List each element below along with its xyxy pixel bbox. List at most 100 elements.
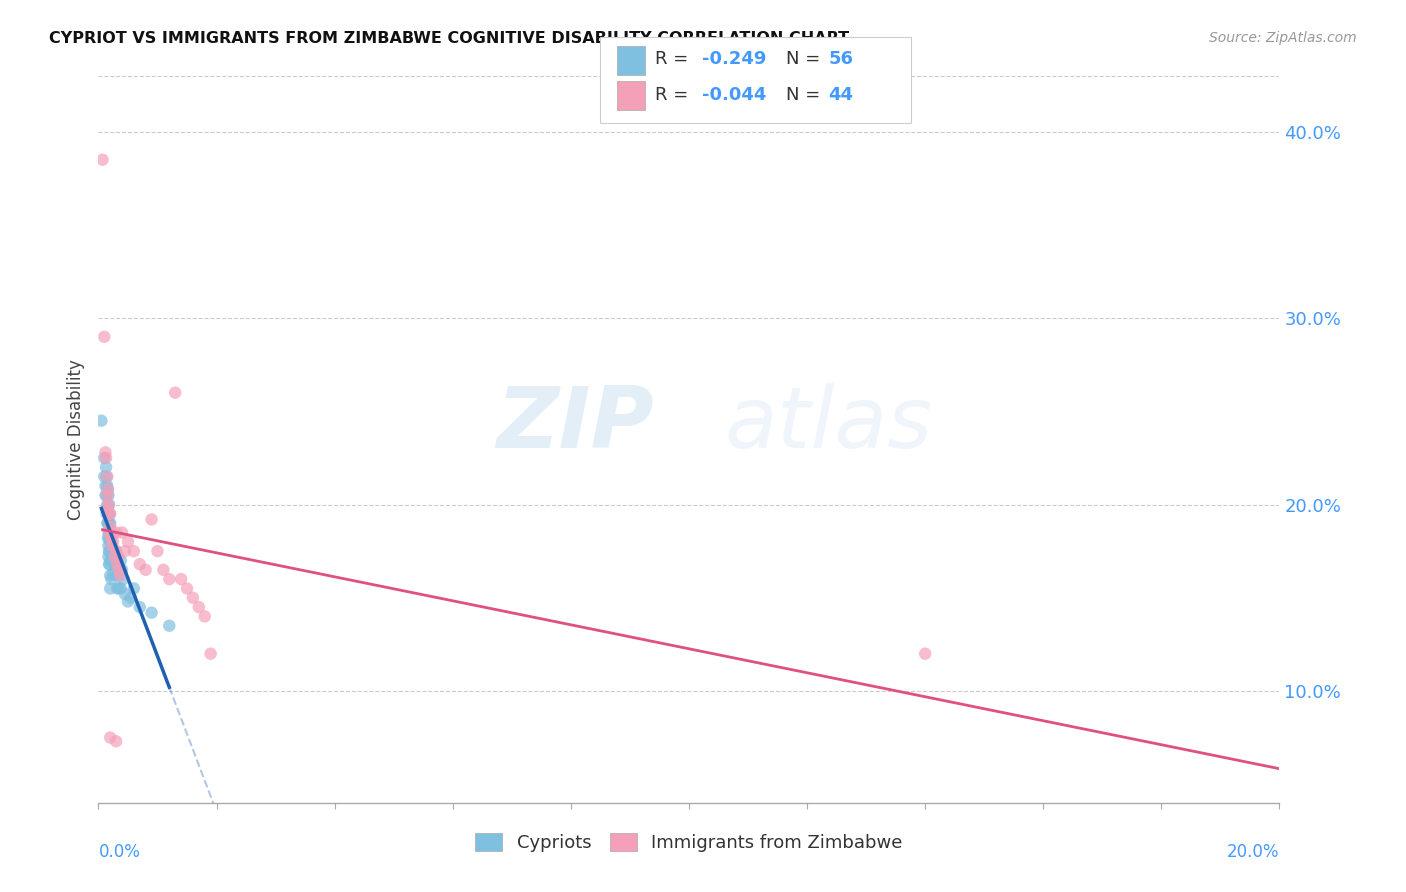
Point	[98, 516, 121, 531]
Point	[105, 734, 128, 748]
Point	[100, 553, 122, 567]
Point	[98, 544, 121, 558]
Point	[117, 534, 139, 549]
Point	[101, 525, 124, 540]
Text: Source: ZipAtlas.com: Source: ZipAtlas.com	[1209, 31, 1357, 45]
Point	[105, 558, 128, 572]
Point	[111, 563, 134, 577]
Text: ZIP: ZIP	[496, 384, 654, 467]
Point	[96, 488, 118, 502]
Text: N =: N =	[786, 50, 825, 68]
Point	[194, 609, 217, 624]
Point	[105, 525, 128, 540]
Point	[103, 549, 125, 564]
Point	[165, 385, 187, 400]
Point	[98, 525, 121, 540]
Point	[98, 520, 121, 534]
Point	[187, 600, 209, 615]
Point	[105, 582, 128, 596]
Point	[93, 450, 115, 465]
Point	[157, 618, 180, 632]
Legend: Cypriots, Immigrants from Zimbabwe: Cypriots, Immigrants from Zimbabwe	[468, 825, 910, 859]
Point	[112, 572, 135, 586]
Point	[152, 563, 174, 577]
Point	[98, 582, 121, 596]
Point	[98, 507, 121, 521]
Point	[120, 591, 142, 605]
Text: N =: N =	[786, 86, 825, 103]
Point	[114, 544, 136, 558]
Point	[103, 534, 125, 549]
Point	[914, 647, 936, 661]
Point	[98, 507, 121, 521]
Point	[97, 483, 120, 497]
Point	[98, 544, 121, 558]
Point	[93, 330, 115, 344]
Point	[96, 469, 118, 483]
Point	[97, 501, 120, 516]
Point	[98, 516, 121, 531]
Point	[97, 539, 120, 553]
Point	[176, 582, 198, 596]
Point	[105, 544, 128, 558]
Point	[170, 572, 193, 586]
Text: R =: R =	[655, 50, 695, 68]
Point	[128, 600, 150, 615]
Point	[98, 525, 121, 540]
Point	[110, 568, 132, 582]
Point	[105, 544, 128, 558]
Point	[96, 479, 118, 493]
Point	[96, 516, 118, 531]
Point	[128, 558, 150, 572]
Point	[98, 731, 121, 745]
Point	[98, 498, 121, 512]
Point	[98, 558, 121, 572]
Point	[96, 488, 118, 502]
Point	[97, 501, 120, 516]
Point	[94, 460, 117, 475]
Point	[122, 582, 145, 596]
Point	[98, 507, 121, 521]
Point	[97, 525, 120, 540]
Point	[181, 591, 204, 605]
Point	[94, 445, 117, 459]
Point	[94, 450, 117, 465]
Point	[97, 498, 120, 512]
Point	[96, 469, 118, 483]
Point	[98, 558, 121, 572]
Point	[103, 566, 125, 581]
Point	[108, 563, 131, 577]
Point	[98, 568, 121, 582]
Point	[98, 553, 121, 567]
Point	[117, 594, 139, 608]
Point	[104, 558, 127, 572]
Point	[141, 606, 163, 620]
Point	[91, 153, 114, 167]
Point	[100, 534, 122, 549]
Point	[98, 531, 121, 545]
Point	[135, 563, 157, 577]
Point	[100, 572, 122, 586]
Point	[90, 414, 112, 428]
Point	[110, 553, 132, 567]
Point	[200, 647, 222, 661]
Point	[141, 512, 163, 526]
Point	[96, 498, 118, 512]
Y-axis label: Cognitive Disability: Cognitive Disability	[66, 359, 84, 520]
Point	[97, 483, 120, 497]
Point	[114, 587, 136, 601]
Text: 44: 44	[828, 86, 853, 103]
Point	[105, 568, 128, 582]
Point	[94, 488, 117, 502]
Point	[97, 507, 120, 521]
Point	[122, 544, 145, 558]
Text: 0.0%: 0.0%	[98, 843, 141, 861]
Point	[97, 516, 120, 531]
Point	[97, 488, 120, 502]
Point	[97, 531, 120, 545]
Point	[94, 479, 117, 493]
Point	[100, 531, 122, 545]
Point	[146, 544, 169, 558]
Point	[111, 525, 134, 540]
Point	[103, 549, 125, 564]
